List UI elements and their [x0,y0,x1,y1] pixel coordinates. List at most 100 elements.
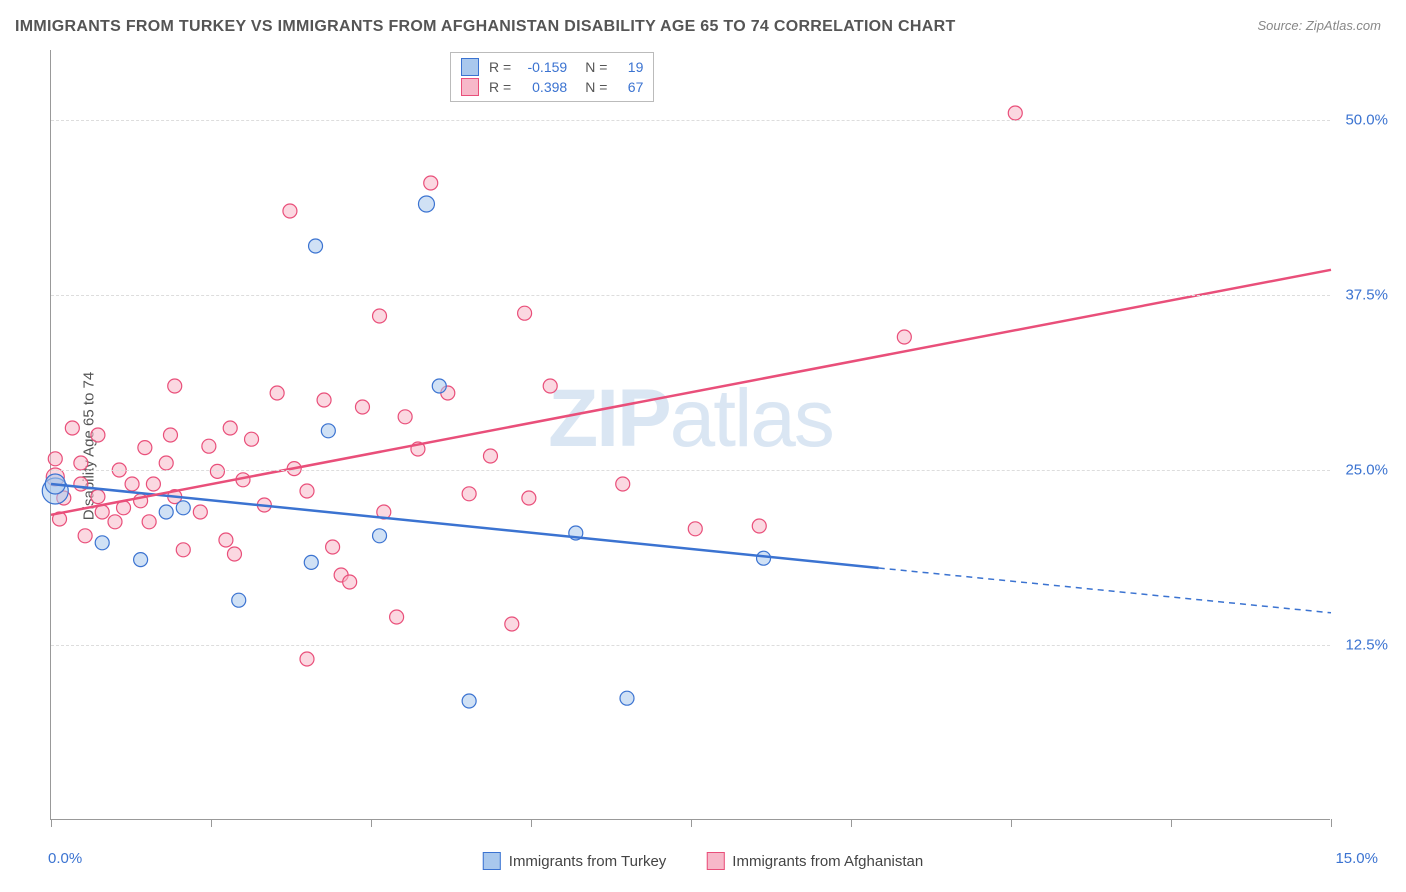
scatter-point [159,505,173,519]
scatter-point [283,204,297,218]
scatter-point [168,379,182,393]
x-tick [1331,819,1332,827]
n-value: 67 [613,79,643,95]
scatter-point [304,555,318,569]
x-tick [211,819,212,827]
scatter-point [424,176,438,190]
scatter-point [543,379,557,393]
scatter-point [232,593,246,607]
scatter-point [373,309,387,323]
scatter-point [522,491,536,505]
r-label: R = [489,59,511,75]
x-tick [371,819,372,827]
r-label: R = [489,79,511,95]
scatter-point [245,432,259,446]
scatter-point [326,540,340,554]
scatter-point [343,575,357,589]
x-tick [851,819,852,827]
n-value: 19 [613,59,643,75]
regression-line [51,270,1331,515]
scatter-point [219,533,233,547]
scatter-point [321,424,335,438]
scatter-point [227,547,241,561]
scatter-point [193,505,207,519]
y-tick-label: 25.0% [1345,462,1388,479]
gridline [51,120,1330,121]
scatter-point [373,529,387,543]
scatter-point [78,529,92,543]
scatter-point [300,484,314,498]
n-label: N = [585,59,607,75]
x-axis-min-label: 0.0% [48,850,82,867]
scatter-point [108,515,122,529]
scatter-point [48,452,62,466]
legend-series-item: Immigrants from Afghanistan [706,852,923,870]
scatter-point [616,477,630,491]
chart-source: Source: ZipAtlas.com [1257,18,1381,33]
scatter-point [95,536,109,550]
scatter-point [462,487,476,501]
scatter-point [202,439,216,453]
x-tick [51,819,52,827]
x-tick [1171,819,1172,827]
scatter-point [159,456,173,470]
scatter-point [505,617,519,631]
scatter-point [142,515,156,529]
legend-swatch [461,78,479,96]
scatter-point [74,456,88,470]
scatter-point [317,393,331,407]
x-tick [531,819,532,827]
scatter-point [134,553,148,567]
regression-line-extrapolated [879,568,1331,613]
scatter-point [620,691,634,705]
y-tick-label: 12.5% [1345,637,1388,654]
scatter-point [355,400,369,414]
scatter-point [91,428,105,442]
scatter-point [309,239,323,253]
scatter-point [897,330,911,344]
legend-series: Immigrants from Turkey Immigrants from Af… [483,852,923,870]
r-value: 0.398 [517,79,567,95]
legend-series-label: Immigrants from Turkey [509,853,667,870]
legend-swatch [706,852,724,870]
y-tick-label: 37.5% [1345,287,1388,304]
legend-series-item: Immigrants from Turkey [483,852,667,870]
x-tick [691,819,692,827]
scatter-point [398,410,412,424]
plot-area: ZIPatlas 12.5%25.0%37.5%50.0% [50,50,1330,820]
scatter-point [300,652,314,666]
y-tick-label: 50.0% [1345,112,1388,129]
plot-svg [51,50,1330,819]
legend-stat-row: R = 0.398 N = 67 [461,77,643,97]
scatter-point [483,449,497,463]
legend-swatch [461,58,479,76]
n-label: N = [585,79,607,95]
scatter-point [223,421,237,435]
scatter-point [91,490,105,504]
x-axis-max-label: 15.0% [1335,850,1378,867]
scatter-point [418,196,434,212]
scatter-point [432,379,446,393]
scatter-point [146,477,160,491]
legend-series-label: Immigrants from Afghanistan [732,853,923,870]
gridline [51,295,1330,296]
scatter-point [74,477,88,491]
gridline [51,645,1330,646]
scatter-point [688,522,702,536]
scatter-point [757,551,771,565]
x-tick [1011,819,1012,827]
scatter-point [163,428,177,442]
legend-swatch [483,852,501,870]
correlation-chart: IMMIGRANTS FROM TURKEY VS IMMIGRANTS FRO… [0,0,1406,892]
scatter-point [125,477,139,491]
scatter-point [752,519,766,533]
scatter-point [176,501,190,515]
scatter-point [1008,106,1022,120]
scatter-point [210,464,224,478]
scatter-point [518,306,532,320]
chart-title: IMMIGRANTS FROM TURKEY VS IMMIGRANTS FRO… [15,18,956,36]
scatter-point [65,421,79,435]
scatter-point [176,543,190,557]
legend-stat-row: R =-0.159N =19 [461,57,643,77]
scatter-point [462,694,476,708]
